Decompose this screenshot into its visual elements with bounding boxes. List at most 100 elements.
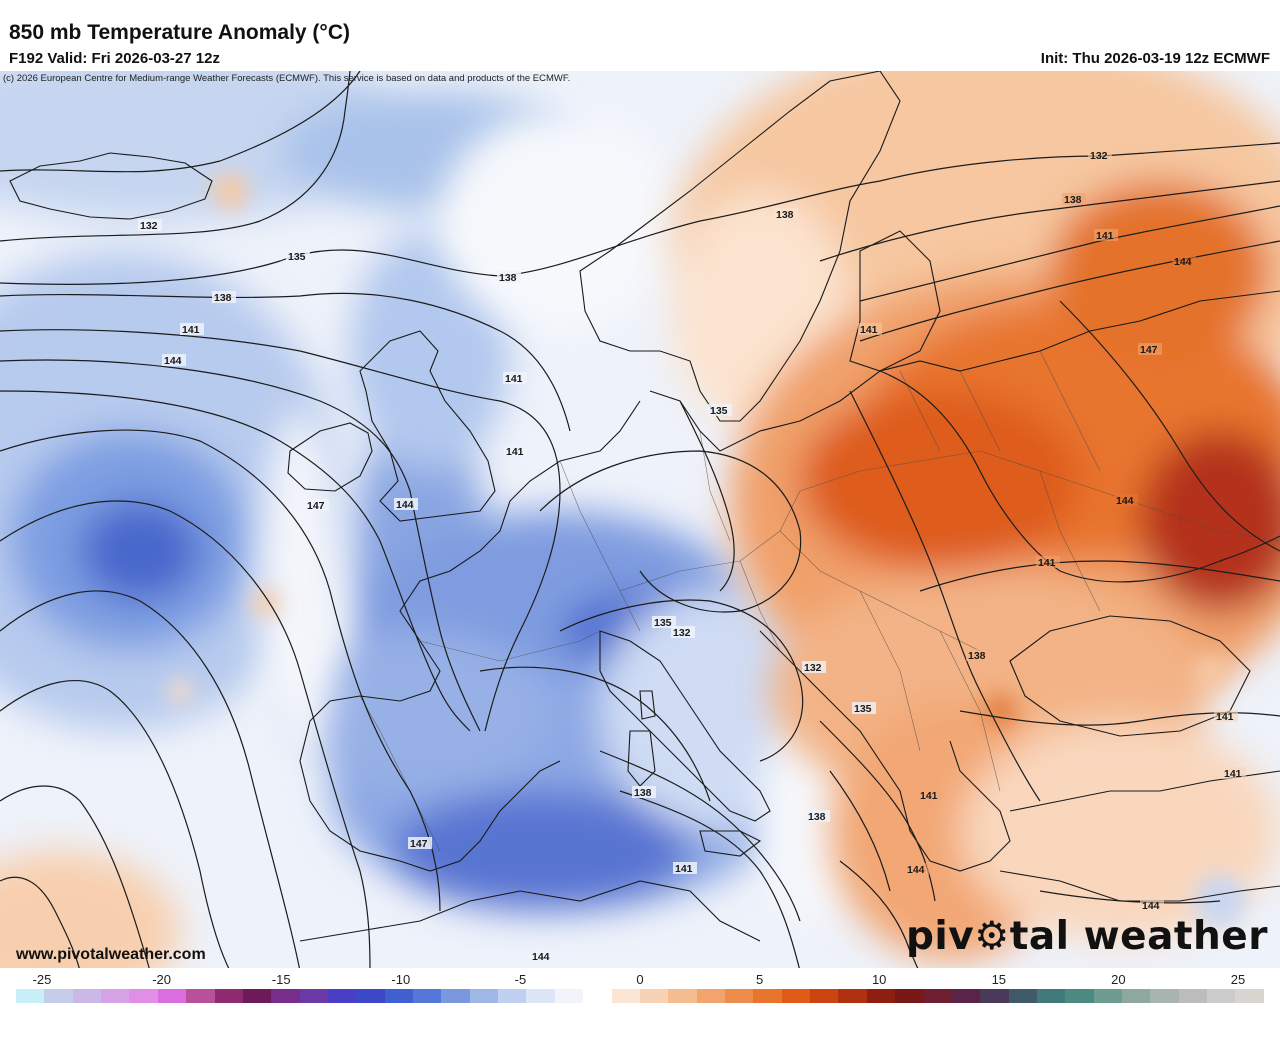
gear-icon: ⚙ [974,914,1010,959]
pivotal-weather-logo: piv⚙tal weather [906,914,1268,959]
colorbar-tick-label: 15 [991,972,1007,987]
contour-label-text: 132 [804,662,822,674]
coastlines [9,71,1280,942]
website-url[interactable]: www.pivotalweather.com [16,946,206,963]
contour-label-text: 141 [505,373,523,385]
contour-label-text: 141 [920,790,938,802]
colorbar-swatch [44,989,73,1003]
colorbar-swatch [1065,989,1094,1003]
colorbar-swatch [214,989,243,1003]
contour-label: 135 [652,616,676,629]
colorbar-swatch [1150,989,1179,1003]
contour-label: 144 [162,354,186,367]
contour-label-text: 144 [164,355,182,367]
colorbar-swatch [327,989,357,1003]
colorbar-swatch [781,989,811,1003]
colorbar-swatch [696,989,725,1003]
colorbar-swatches [16,989,1264,1003]
contour-label-text: 135 [288,251,306,263]
contour-label-text: 141 [506,446,524,458]
contour-label: 135 [708,404,732,417]
colorbar-swatch [16,989,45,1003]
contour-label: 144 [1140,899,1164,912]
contour-label-text: 147 [307,500,325,512]
colorbar-tick-label: 25 [1230,972,1246,987]
colorbar-swatch [724,989,754,1003]
contour-label: 141 [503,372,527,385]
contour-label-text: 141 [1096,230,1114,242]
contour-label-text: 141 [860,324,878,336]
contour-label: 138 [497,271,521,284]
contour-label: 147 [408,837,432,850]
contour-label: 132 [671,626,695,639]
contour-label: 141 [673,862,697,875]
colorbar-tick-label: 10 [871,972,887,987]
contour-label: 141 [858,323,882,336]
colorbar-swatch [810,989,839,1003]
country-borders [359,350,1280,852]
colorbar-swatch [895,989,924,1003]
contour-label-text: 141 [1224,768,1242,780]
colorbar-tick-label: -20 [152,972,171,987]
colorbar-swatch [129,989,158,1003]
model-init-time: Init: Thu 2026-03-19 12z ECMWF [1040,50,1270,67]
colorbar-swatch [299,989,328,1003]
copyright-notice: (c) 2026 European Centre for Medium-rang… [3,73,571,84]
contour-label-text: 141 [182,324,200,336]
contour-label-text: 144 [1174,256,1192,268]
colorbar-swatch [639,989,669,1003]
contour-label: 141 [180,323,204,336]
colorbar-swatch [1008,989,1037,1003]
contour-label: 132 [802,661,826,674]
warm-anomaly-shading [0,71,1280,971]
contour-label [858,363,882,375]
contour-label-text: 144 [1116,495,1134,507]
contour-label: 138 [1062,193,1086,206]
colorbar [0,968,1280,1038]
contour-label: 141 [504,445,528,458]
contour-label-text: 138 [1064,194,1082,206]
contour-label-text: 138 [499,272,517,284]
contour-label-text: 138 [808,811,826,823]
contour-label: 141 [918,789,942,802]
colorbar-swatch [980,989,1009,1003]
colorbar-swatch [157,989,187,1003]
contour-label-text: 144 [907,864,925,876]
colorbar-swatch [554,989,584,1003]
contour-label: 144 [905,863,929,876]
colorbar-swatch [1093,989,1123,1003]
contour-label-text: 135 [854,703,872,715]
anomaly-map[interactable]: 132 135 138 141 144 147 147 144 141 138 … [0,71,1280,971]
logo-text-post: tal weather [1009,914,1268,959]
colorbar-swatch [611,989,640,1003]
colorbar-swatch [1235,989,1264,1003]
contour-label: 132 [1088,149,1112,162]
contour-label: 138 [966,649,990,662]
contour-label-text: 144 [532,951,550,963]
contour-label: 144 [1114,494,1138,507]
colorbar-swatch [72,989,102,1003]
contour-label: 138 [632,786,656,799]
colorbar-swatch [753,989,782,1003]
contour-label: 141 [1036,556,1060,569]
contour-label: 138 [774,208,798,221]
contour-label-text: 138 [214,292,232,304]
colorbar-swatch [498,989,527,1003]
colorbar-swatch [1207,989,1236,1003]
colorbar-swatch [923,989,952,1003]
colorbar-swatch [356,989,385,1003]
contour-label-text: 138 [968,650,986,662]
colorbar-swatch [242,989,272,1003]
contour-label: 138 [806,810,830,823]
colorbar-swatch [866,989,896,1003]
contour-label-text: 147 [410,838,428,850]
contour-label-text: 132 [673,627,691,639]
contour-label: 141 [1214,710,1238,723]
colorbar-tick-label: -5 [514,972,527,987]
contour-label-group: 132 135 138 141 144 147 147 144 141 138 … [138,149,1246,963]
colorbar-swatch [583,989,612,1003]
contour-label-text: 144 [1142,900,1160,912]
contour-label [1140,345,1164,357]
contour-label: 144 [1172,255,1196,268]
header-bar: 850 mb Temperature Anomaly (°C) F192 Val… [0,0,1280,72]
